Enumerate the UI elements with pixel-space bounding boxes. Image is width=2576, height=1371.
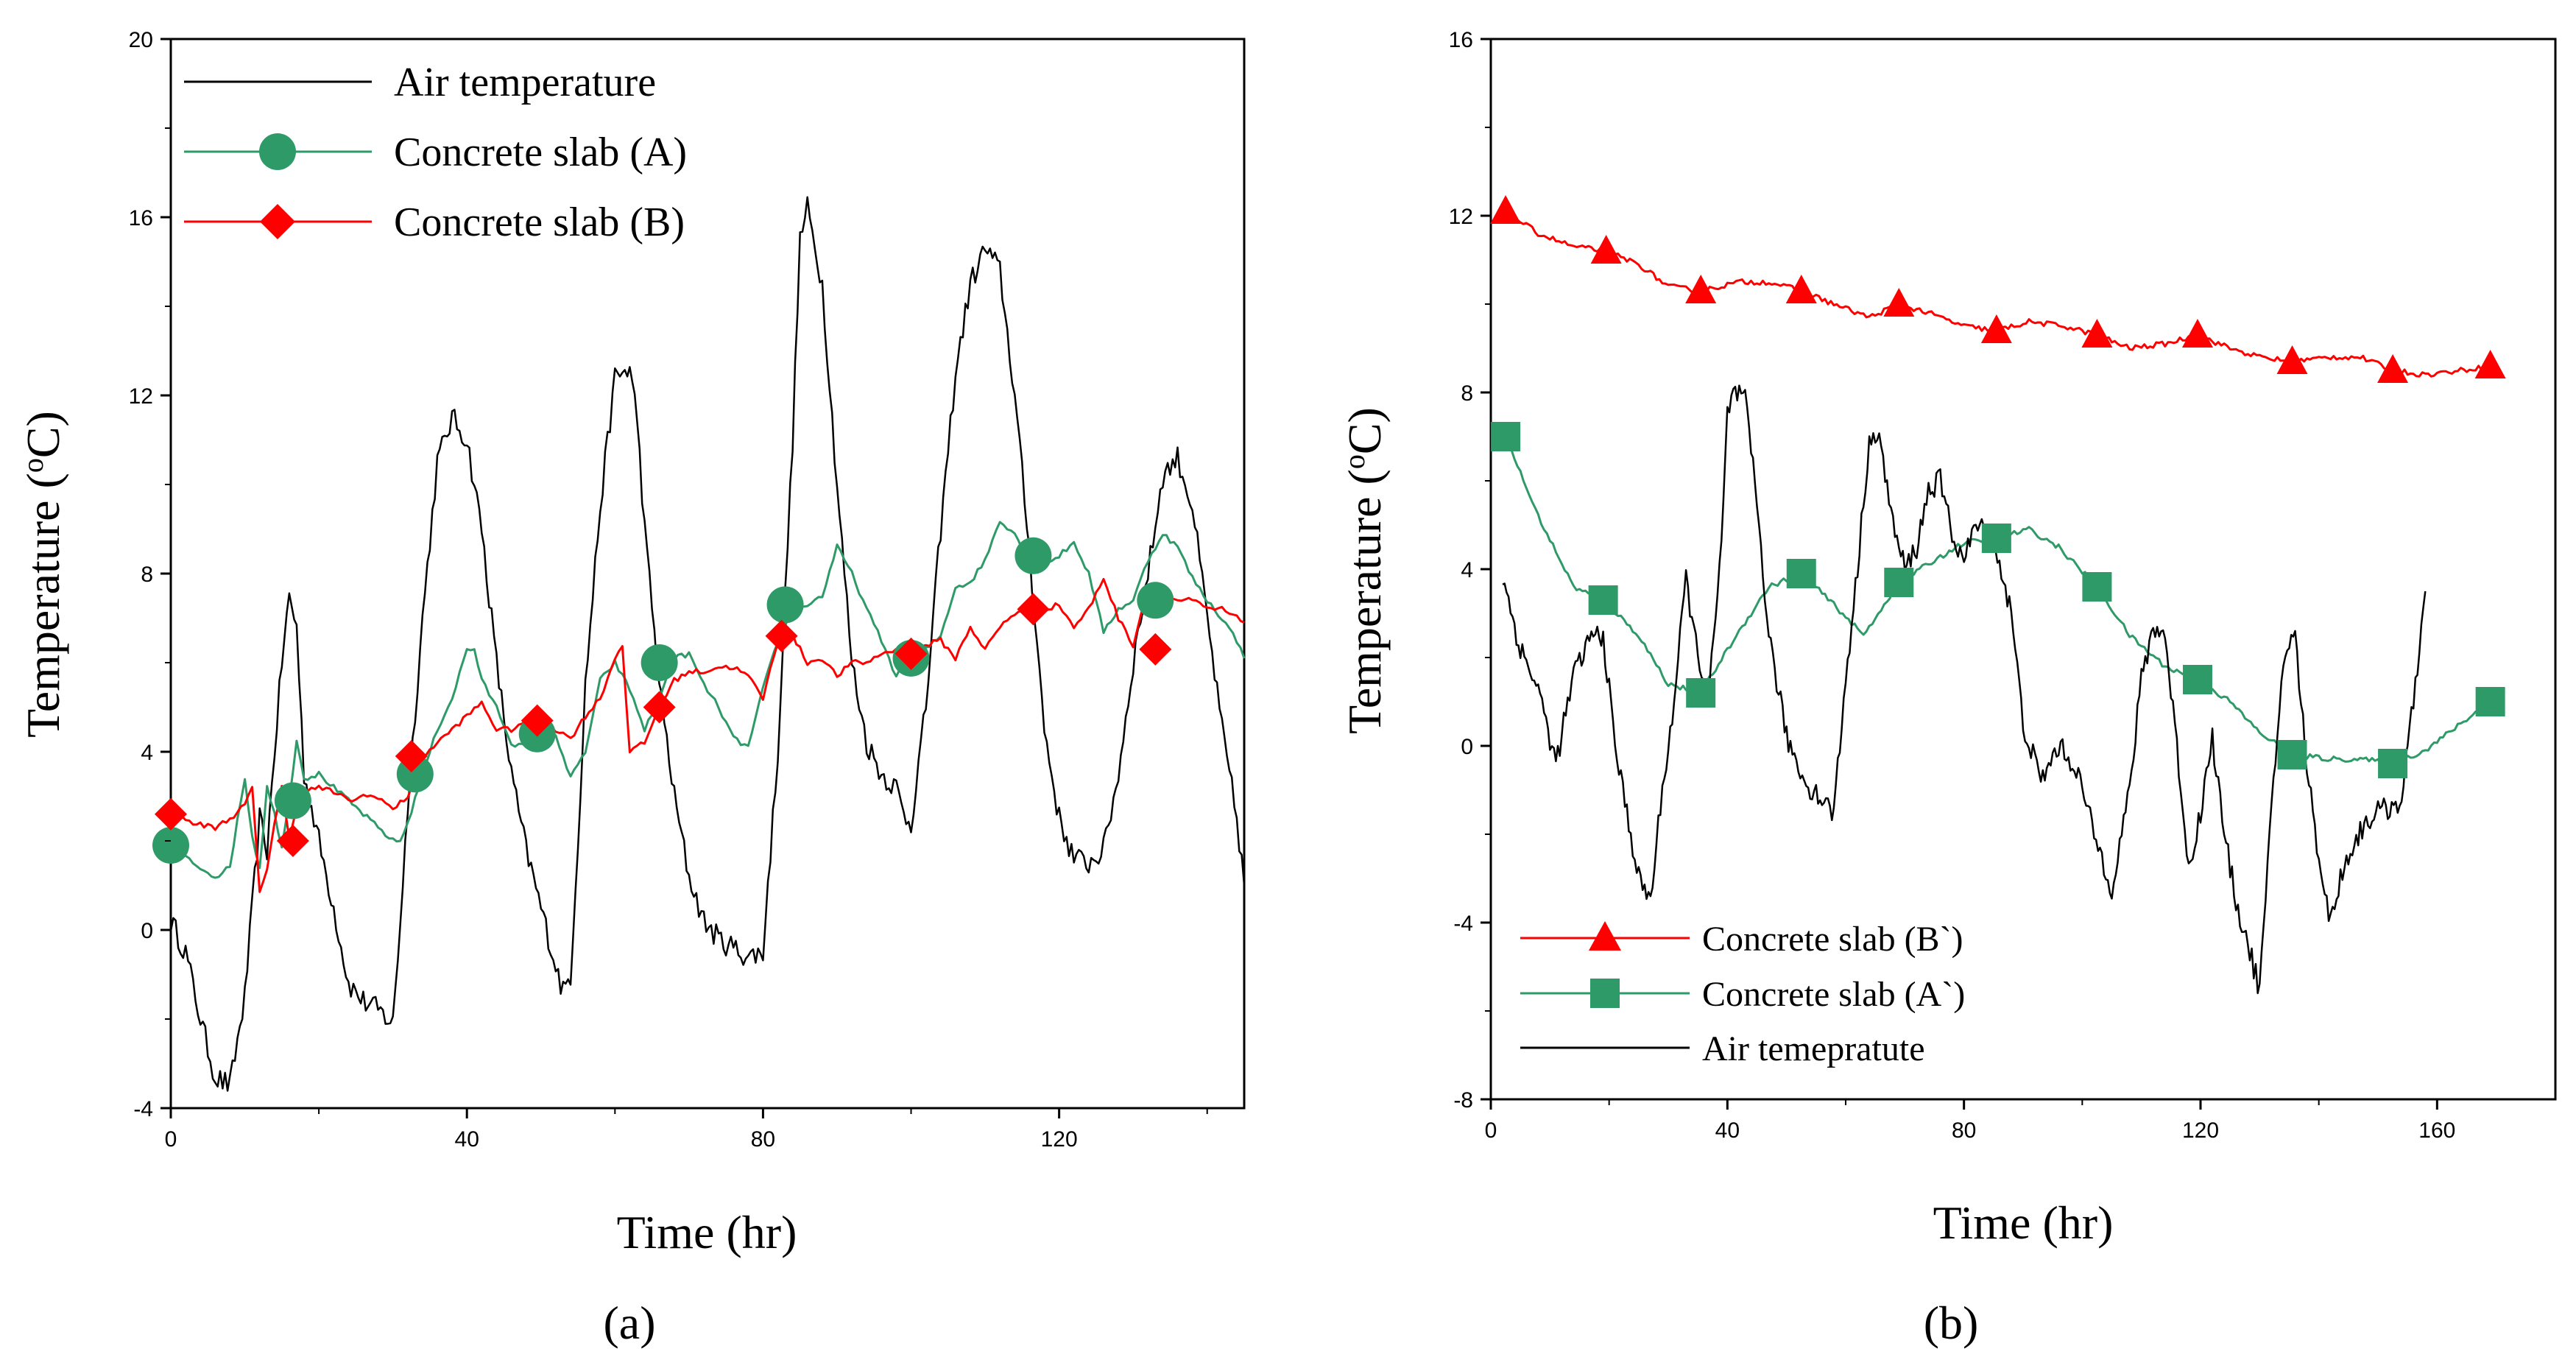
data-point-b-concrete-slab-b [1490, 195, 1522, 224]
x-tick-label-b-80: 80 [1952, 1118, 1976, 1143]
x-tick-label-a-80: 80 [751, 1127, 775, 1152]
data-point-b-concrete-slab-b [2276, 345, 2308, 374]
data-point-b-concrete-slab-a [2475, 687, 2505, 716]
legend-slab-a-marker [259, 133, 296, 170]
data-point-a-concrete-slab-a [274, 782, 311, 820]
data-point-b-concrete-slab-b [1883, 288, 1915, 317]
x-axis-label-b: Time (hr) [1933, 1196, 2114, 1249]
x-tick-label-b-160: 160 [2418, 1118, 2455, 1143]
legend-air-label: Air temperature [394, 60, 656, 105]
y-tick-label-a--4: -4 [133, 1097, 153, 1121]
data-point-b-concrete-slab-b [1980, 314, 2012, 343]
series-line-a-air-temperature [169, 196, 1246, 1092]
data-point-a-concrete-slab-a [152, 827, 189, 864]
legend-slab-a-prime-marker [1590, 979, 1620, 1008]
data-point-b-concrete-slab-b [1590, 235, 1622, 264]
x-tick-label-a-120: 120 [1041, 1127, 1078, 1152]
data-point-a-concrete-slab-b [276, 825, 309, 857]
data-point-b-concrete-slab-a [2182, 665, 2212, 694]
data-point-b-concrete-slab-a [1981, 524, 2011, 553]
y-tick-label-b--8: -8 [1453, 1088, 1473, 1113]
x-tick-label-b-40: 40 [1715, 1118, 1740, 1143]
legend-slab-b-prime-marker [1589, 921, 1621, 951]
y-tick-label-a-0: 0 [141, 919, 153, 943]
data-point-a-concrete-slab-a [641, 644, 678, 681]
data-point-b-concrete-slab-b [2081, 319, 2113, 348]
series-line-b-concrete-slab-b [1505, 211, 2491, 378]
data-point-b-concrete-slab-b [2181, 319, 2213, 348]
series-line-a-concrete-slab-b [169, 577, 1245, 893]
data-point-b-concrete-slab-a [1686, 678, 1716, 708]
legend-slab-a-label: Concrete slab (A) [394, 130, 687, 175]
data-point-b-concrete-slab-b [2377, 354, 2409, 383]
data-point-a-concrete-slab-b [395, 740, 428, 773]
y-tick-label-a-12: 12 [129, 384, 153, 409]
y-tick-label-b-4: 4 [1461, 558, 1473, 582]
data-point-b-concrete-slab-a [1786, 559, 1816, 588]
legend-a: Air temperature Concrete slab (A) Concre… [184, 60, 687, 245]
y-tick-label-b-12: 12 [1449, 205, 1473, 229]
data-point-a-concrete-slab-a [766, 586, 804, 624]
legend-slab-b-label: Concrete slab (B) [394, 200, 685, 245]
series-line-b-concrete-slab-a [1504, 438, 2491, 766]
data-point-a-concrete-slab-b [1017, 593, 1050, 626]
data-point-a-concrete-slab-a [1014, 537, 1052, 574]
data-point-b-concrete-slab-a [2082, 572, 2112, 602]
y-tick-label-a-16: 16 [129, 206, 153, 230]
y-axis-label-b: Temperature (oC) [1338, 407, 1391, 734]
plot-area-b [1489, 38, 2557, 1101]
y-tick-label-a-8: 8 [141, 563, 153, 587]
data-point-a-concrete-slab-b [765, 619, 798, 652]
x-tick-label-a-0: 0 [165, 1127, 177, 1152]
x-tick-label-b-120: 120 [2182, 1118, 2219, 1143]
x-axis-label-a: Time (hr) [617, 1206, 797, 1258]
legend-slab-b-prime-label: Concrete slab (B`) [1702, 920, 1963, 959]
data-point-a-concrete-slab-b [155, 797, 187, 831]
data-point-b-concrete-slab-a [1884, 568, 1914, 597]
x-tick-label-b-0: 0 [1485, 1118, 1497, 1143]
data-point-b-concrete-slab-b [1685, 275, 1717, 303]
data-point-b-concrete-slab-a [2277, 740, 2307, 769]
series-line-a-concrete-slab-a [170, 521, 1246, 879]
data-point-b-concrete-slab-a [1588, 585, 1618, 615]
y-tick-label-b-8: 8 [1461, 381, 1473, 406]
y-tick-label-b--4: -4 [1453, 912, 1473, 936]
legend-b: Concrete slab (B`) Concrete slab (A`) Ai… [1520, 920, 1965, 1068]
legend-air-b-label: Air temepratute [1702, 1029, 1925, 1068]
data-point-a-concrete-slab-a [1137, 582, 1174, 619]
data-point-a-concrete-slab-b [1139, 632, 1172, 666]
data-point-b-concrete-slab-a [2378, 749, 2408, 778]
data-point-a-concrete-slab-b [643, 691, 676, 724]
plot-area-a [169, 38, 1246, 1110]
caption-b: (b) [1924, 1297, 1979, 1349]
y-tick-label-b-0: 0 [1461, 735, 1473, 759]
y-axis-label-a: Temperature (oC) [16, 411, 69, 738]
data-point-b-concrete-slab-a [1491, 422, 1521, 451]
legend-slab-a-prime-label: Concrete slab (A`) [1702, 975, 1965, 1014]
x-tick-label-a-40: 40 [455, 1127, 479, 1152]
series-line-b-air-temepratute [1502, 384, 2427, 995]
data-point-b-concrete-slab-b [1785, 275, 1817, 303]
caption-a: (a) [603, 1297, 655, 1349]
data-point-a-concrete-slab-b [521, 704, 554, 737]
data-point-a-concrete-slab-b [894, 637, 928, 670]
y-tick-label-b-16: 16 [1449, 28, 1473, 52]
y-tick-label-a-4: 4 [141, 741, 153, 765]
y-tick-label-a-20: 20 [129, 28, 153, 52]
chart-panel-a: 0 40 80 120 -4 0 4 8 12 16 20 Air temperature Conc… [16, 28, 1246, 1349]
chart-panel-b: 0 40 80 120 160 -8 -4 0 4 8 12 16 Concrete slab (B`… [1338, 28, 2557, 1349]
data-point-b-concrete-slab-b [2474, 350, 2506, 378]
legend-slab-b-marker [260, 204, 295, 239]
